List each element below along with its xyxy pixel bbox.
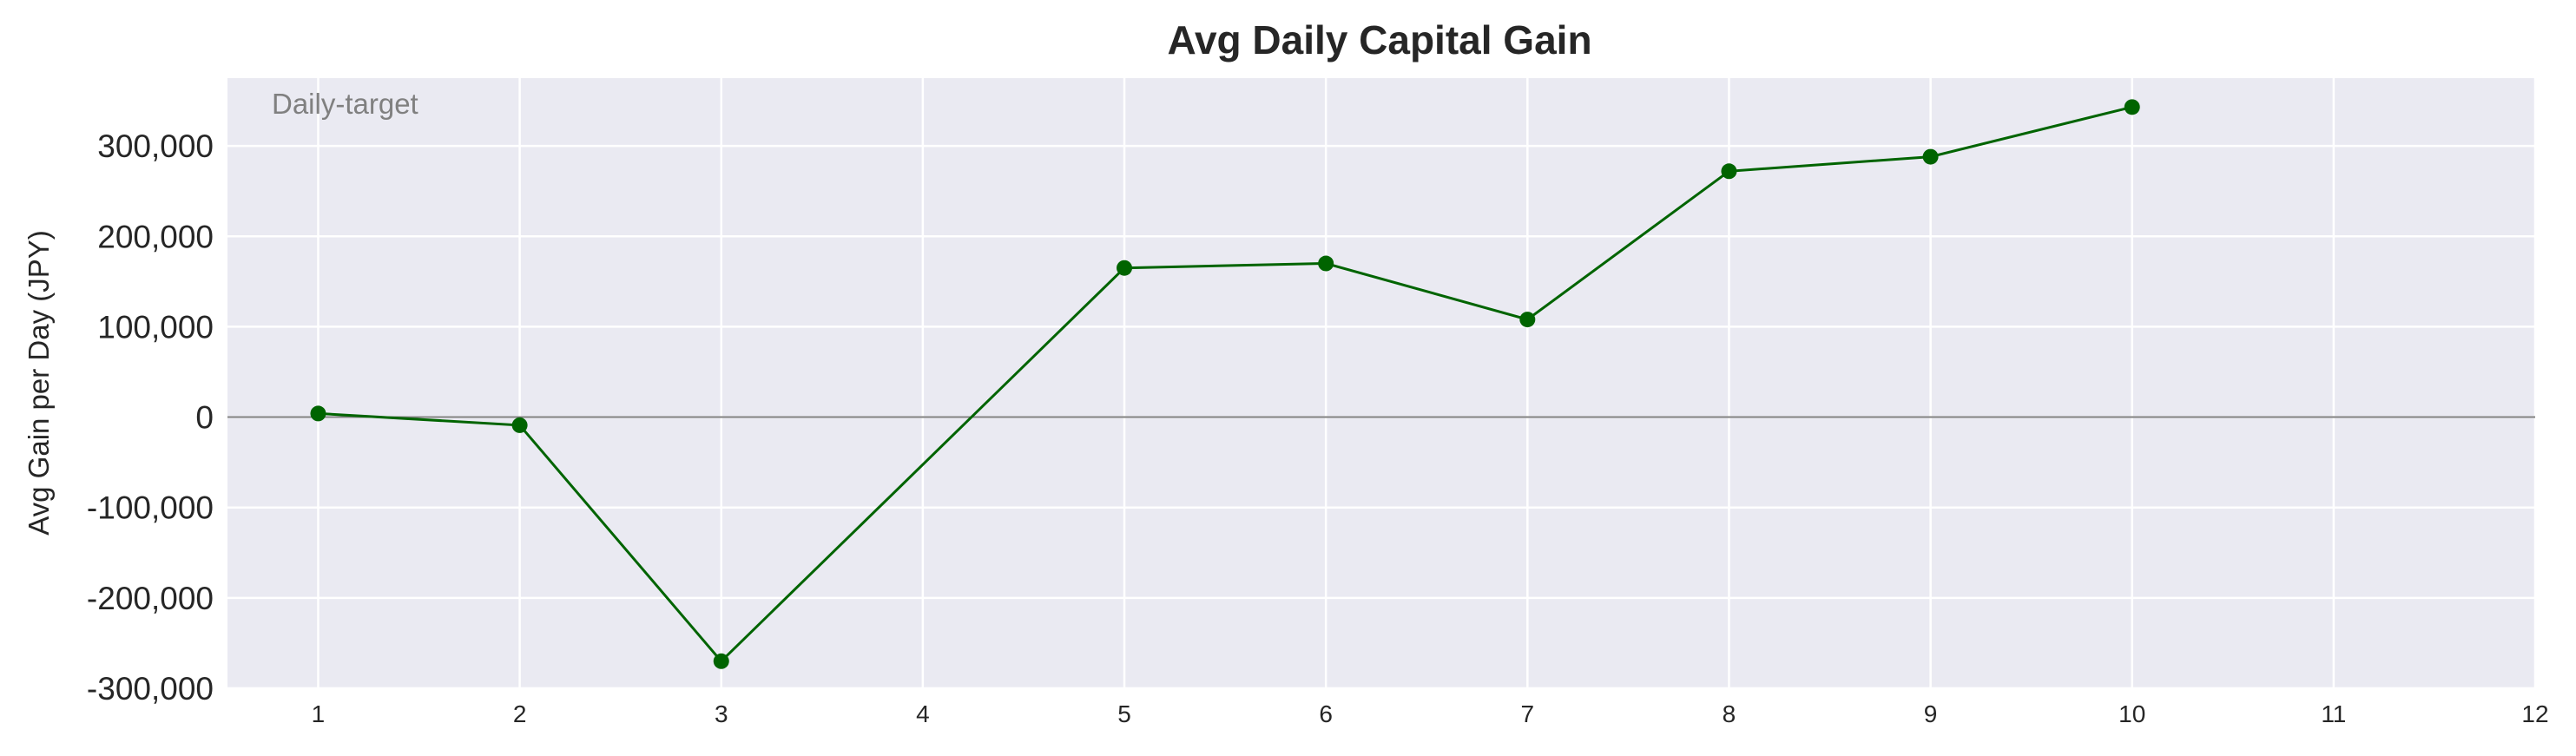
data-point bbox=[1922, 148, 1939, 165]
y-tick-labels: -300,000 -200,000 -100,000 0 100,000 200,000 3… bbox=[87, 128, 214, 707]
data-point bbox=[1519, 312, 1536, 328]
y-tick-label: 0 bbox=[195, 400, 214, 436]
x-tick-label: 2 bbox=[513, 700, 527, 727]
x-tick-label: 7 bbox=[1521, 700, 1535, 727]
y-tick-label: -100,000 bbox=[87, 490, 214, 526]
x-tick-label: 12 bbox=[2521, 700, 2548, 727]
x-tick-label: 6 bbox=[1319, 700, 1333, 727]
data-points bbox=[310, 99, 2140, 669]
data-point bbox=[1721, 163, 1737, 180]
x-tick-label: 3 bbox=[715, 700, 728, 727]
y-tick-label: -300,000 bbox=[87, 671, 214, 707]
x-tick-label: 4 bbox=[916, 700, 930, 727]
x-tick-label: 9 bbox=[1924, 700, 1938, 727]
x-tick-label: 8 bbox=[1723, 700, 1736, 727]
y-tick-label: 200,000 bbox=[97, 219, 214, 254]
data-point bbox=[310, 405, 326, 422]
x-tick-label: 10 bbox=[2118, 700, 2145, 727]
data-point bbox=[713, 653, 729, 669]
data-point bbox=[1318, 255, 1334, 272]
chart-title: Avg Daily Capital Gain bbox=[1167, 17, 1591, 62]
x-tick-label: 5 bbox=[1117, 700, 1131, 727]
data-point bbox=[511, 417, 528, 433]
y-tick-label: 100,000 bbox=[97, 309, 214, 345]
y-tick-label: -200,000 bbox=[87, 581, 214, 616]
daily-target-annotation: Daily-target bbox=[272, 88, 418, 120]
x-tick-label: 11 bbox=[2321, 700, 2346, 727]
data-point bbox=[2124, 99, 2140, 115]
y-axis-label: Avg Gain per Day (JPY) bbox=[23, 230, 55, 536]
data-point bbox=[1117, 260, 1133, 276]
grid-lines bbox=[227, 78, 2537, 690]
plot-area bbox=[227, 78, 2535, 688]
y-tick-label: 300,000 bbox=[97, 128, 214, 164]
x-tick-label: 1 bbox=[312, 700, 326, 727]
x-tick-labels: 1 2 3 4 5 6 7 8 9 10 11 12 bbox=[312, 700, 2549, 727]
